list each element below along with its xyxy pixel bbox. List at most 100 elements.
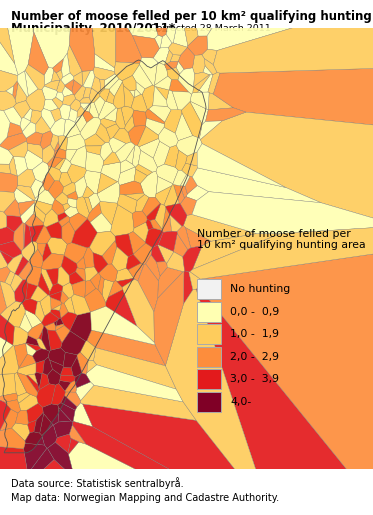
Polygon shape (15, 83, 27, 104)
Polygon shape (185, 177, 197, 194)
Polygon shape (67, 45, 82, 77)
Polygon shape (44, 80, 60, 91)
Polygon shape (13, 327, 28, 346)
Polygon shape (56, 70, 63, 80)
Polygon shape (59, 172, 72, 187)
Polygon shape (69, 271, 84, 285)
Polygon shape (197, 144, 286, 187)
Polygon shape (86, 365, 183, 402)
Polygon shape (90, 231, 115, 256)
Polygon shape (50, 118, 65, 136)
Polygon shape (117, 278, 135, 287)
Polygon shape (192, 192, 373, 233)
Polygon shape (87, 330, 165, 366)
Polygon shape (76, 382, 94, 401)
Polygon shape (190, 101, 208, 124)
Polygon shape (14, 188, 34, 203)
Polygon shape (167, 67, 180, 80)
Polygon shape (88, 0, 178, 37)
Polygon shape (165, 289, 271, 515)
Polygon shape (0, 242, 8, 274)
Text: Map data: Norwegian Mapping and Cadastre Authority.: Map data: Norwegian Mapping and Cadastre… (11, 493, 279, 503)
Polygon shape (156, 177, 173, 194)
Polygon shape (53, 59, 63, 73)
Polygon shape (154, 35, 162, 48)
Polygon shape (167, 252, 185, 271)
Polygon shape (42, 144, 54, 164)
Polygon shape (23, 109, 32, 121)
Polygon shape (61, 73, 73, 85)
FancyBboxPatch shape (197, 347, 222, 367)
Polygon shape (58, 407, 71, 422)
Polygon shape (17, 392, 30, 403)
Polygon shape (42, 86, 57, 100)
Polygon shape (154, 62, 168, 85)
Polygon shape (60, 303, 68, 318)
Polygon shape (26, 343, 41, 351)
Polygon shape (115, 142, 135, 163)
Polygon shape (85, 288, 106, 312)
Polygon shape (37, 243, 46, 257)
Polygon shape (0, 301, 25, 327)
Polygon shape (208, 73, 220, 94)
Polygon shape (0, 227, 14, 246)
Polygon shape (193, 75, 210, 93)
Polygon shape (108, 281, 123, 297)
Polygon shape (0, 409, 18, 431)
Text: Municipality. 2010/2011*: Municipality. 2010/2011* (11, 22, 175, 35)
Polygon shape (202, 49, 217, 65)
Polygon shape (46, 221, 62, 238)
Polygon shape (0, 384, 11, 515)
Polygon shape (47, 369, 61, 385)
Polygon shape (17, 363, 36, 375)
Polygon shape (175, 113, 193, 141)
Polygon shape (116, 9, 142, 63)
Polygon shape (21, 203, 35, 224)
Polygon shape (115, 234, 133, 257)
Polygon shape (57, 80, 65, 92)
Polygon shape (200, 112, 373, 235)
Polygon shape (40, 295, 51, 316)
Polygon shape (25, 71, 38, 96)
Polygon shape (106, 91, 115, 104)
Polygon shape (41, 312, 59, 327)
Polygon shape (32, 349, 50, 363)
Polygon shape (192, 55, 205, 74)
Polygon shape (69, 109, 77, 122)
Polygon shape (15, 256, 28, 276)
Polygon shape (30, 110, 41, 124)
Polygon shape (59, 159, 72, 173)
Text: 3,0 -  3,9: 3,0 - 3,9 (230, 374, 279, 384)
Polygon shape (128, 126, 146, 146)
Polygon shape (176, 135, 202, 156)
Polygon shape (109, 138, 126, 153)
Polygon shape (100, 89, 110, 101)
Polygon shape (0, 250, 13, 265)
Polygon shape (150, 219, 163, 231)
Polygon shape (192, 233, 281, 269)
Polygon shape (85, 280, 96, 297)
Polygon shape (94, 54, 115, 72)
Polygon shape (58, 403, 75, 421)
Polygon shape (140, 171, 158, 197)
Polygon shape (82, 186, 94, 198)
Polygon shape (203, 66, 213, 75)
Polygon shape (0, 59, 10, 166)
Polygon shape (0, 393, 18, 402)
Polygon shape (22, 122, 36, 138)
Polygon shape (66, 149, 77, 162)
Polygon shape (13, 81, 18, 100)
Polygon shape (51, 384, 65, 405)
Polygon shape (118, 167, 136, 185)
Polygon shape (83, 111, 94, 123)
Polygon shape (62, 283, 74, 298)
Polygon shape (122, 279, 154, 342)
Polygon shape (69, 213, 87, 231)
Polygon shape (20, 313, 32, 333)
Polygon shape (14, 344, 27, 368)
Polygon shape (20, 117, 31, 131)
Polygon shape (85, 151, 104, 173)
Polygon shape (113, 128, 131, 144)
Polygon shape (197, 75, 213, 92)
Polygon shape (23, 223, 25, 249)
